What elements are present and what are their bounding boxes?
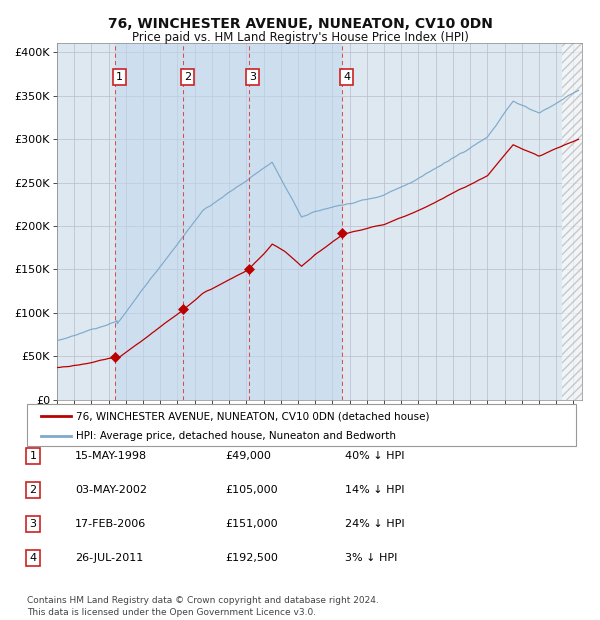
Text: £49,000: £49,000 — [225, 451, 271, 461]
Text: 4: 4 — [343, 73, 350, 82]
Text: 1: 1 — [116, 73, 123, 82]
Text: 26-JUL-2011: 26-JUL-2011 — [75, 553, 143, 563]
Text: Contains HM Land Registry data © Crown copyright and database right 2024.
This d: Contains HM Land Registry data © Crown c… — [27, 596, 379, 617]
Text: 15-MAY-1998: 15-MAY-1998 — [75, 451, 147, 461]
Text: 24% ↓ HPI: 24% ↓ HPI — [345, 519, 404, 529]
Text: £151,000: £151,000 — [225, 519, 278, 529]
Text: 1: 1 — [29, 451, 37, 461]
Text: 3: 3 — [250, 73, 256, 82]
Bar — [115, 43, 184, 400]
Text: 76, WINCHESTER AVENUE, NUNEATON, CV10 0DN (detached house): 76, WINCHESTER AVENUE, NUNEATON, CV10 0D… — [76, 411, 430, 421]
Text: 17-FEB-2006: 17-FEB-2006 — [75, 519, 146, 529]
Text: HPI: Average price, detached house, Nuneaton and Bedworth: HPI: Average price, detached house, Nune… — [76, 431, 397, 441]
Text: £192,500: £192,500 — [225, 553, 278, 563]
Text: 4: 4 — [29, 553, 37, 563]
Text: Price paid vs. HM Land Registry's House Price Index (HPI): Price paid vs. HM Land Registry's House … — [131, 31, 469, 44]
Text: 3% ↓ HPI: 3% ↓ HPI — [345, 553, 397, 563]
Text: 03-MAY-2002: 03-MAY-2002 — [75, 485, 147, 495]
Bar — [184, 43, 248, 400]
Bar — [248, 43, 342, 400]
Text: 14% ↓ HPI: 14% ↓ HPI — [345, 485, 404, 495]
Text: £105,000: £105,000 — [225, 485, 278, 495]
Text: 76, WINCHESTER AVENUE, NUNEATON, CV10 0DN: 76, WINCHESTER AVENUE, NUNEATON, CV10 0D… — [107, 17, 493, 32]
Text: 2: 2 — [29, 485, 37, 495]
Text: 2: 2 — [184, 73, 191, 82]
Text: 40% ↓ HPI: 40% ↓ HPI — [345, 451, 404, 461]
Bar — [562, 43, 582, 400]
Text: 3: 3 — [29, 519, 37, 529]
